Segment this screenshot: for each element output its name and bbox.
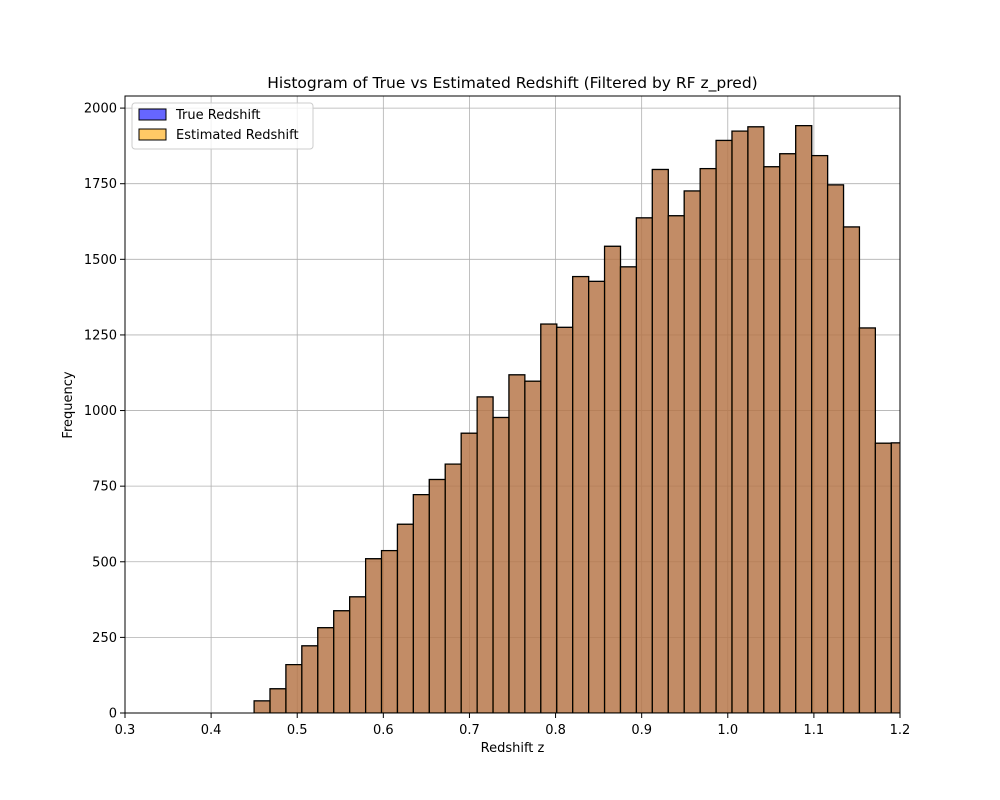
bar-estimated-1 <box>269 688 287 713</box>
y-tick-label-2: 500 <box>92 555 117 570</box>
bar-estimated-17 <box>524 380 542 713</box>
bar-estimated-27 <box>683 190 701 713</box>
bar-estimated-8 <box>380 549 399 713</box>
bar-estimated-0 <box>253 700 271 713</box>
bar-estimated-33 <box>779 153 797 713</box>
x-axis-ticks: 0.3 0.4 0.5 0.6 0.7 0.8 0.9 1.0 1.1 1.2 <box>115 713 911 738</box>
bar-estimated-16 <box>508 374 526 713</box>
x-tick-label-2: 0.5 <box>287 723 308 738</box>
bar-estimated-32 <box>763 166 781 713</box>
bar-estimated-4 <box>317 627 335 713</box>
y-tick-label-6: 1500 <box>84 253 117 268</box>
y-tick-label-0: 0 <box>109 707 117 722</box>
bars <box>253 125 900 713</box>
y-tick-label-7: 1750 <box>84 177 117 192</box>
bar-estimated-13 <box>460 432 478 713</box>
bar-estimated-2 <box>285 664 303 713</box>
bar-estimated-23 <box>619 266 638 713</box>
bar-estimated-34 <box>795 125 813 713</box>
x-tick-label-6: 0.9 <box>631 723 652 738</box>
x-tick-label-5: 0.8 <box>545 723 566 738</box>
plot-frame <box>124 95 901 714</box>
bar-estimated-40 <box>890 442 900 713</box>
bar-estimated-36 <box>826 184 845 713</box>
bar-estimated-30 <box>731 130 749 713</box>
bar-estimated-6 <box>349 596 367 713</box>
bar-estimated-7 <box>364 558 383 713</box>
bar-estimated-31 <box>747 126 765 713</box>
x-tick-label-1: 0.4 <box>201 723 222 738</box>
bar-estimated-18 <box>540 323 558 713</box>
y-tick-label-4: 1000 <box>84 404 117 419</box>
bar-estimated-12 <box>444 463 462 713</box>
bar-estimated-9 <box>396 523 414 713</box>
bar-estimated-3 <box>301 645 319 713</box>
bar-estimated-20 <box>572 275 590 713</box>
bar-estimated-24 <box>635 217 653 713</box>
bar-estimated-14 <box>476 396 494 713</box>
legend: True Redshift Estimated Redshift <box>131 102 314 150</box>
bar-estimated-10 <box>412 494 430 713</box>
x-tick-label-3: 0.6 <box>373 723 394 738</box>
legend-swatch-estimated-redshift <box>138 128 167 141</box>
x-tick-label-9: 1.2 <box>890 723 911 738</box>
x-tick-label-0: 0.3 <box>115 723 136 738</box>
bar-estimated-15 <box>492 416 510 713</box>
x-tick-label-7: 1.0 <box>717 723 738 738</box>
bar-estimated-38 <box>858 327 876 713</box>
bar-estimated-26 <box>667 215 685 713</box>
x-tick-label-8: 1.1 <box>804 723 825 738</box>
y-axis-label: Frequency <box>61 371 76 438</box>
bar-estimated-11 <box>428 478 446 713</box>
y-tick-label-3: 750 <box>92 480 117 495</box>
bar-estimated-25 <box>651 168 669 713</box>
bar-estimated-22 <box>603 245 622 713</box>
bar-estimated-39 <box>874 442 892 713</box>
x-axis-label: Redshift z <box>481 741 545 756</box>
y-tick-label-5: 1250 <box>84 328 117 343</box>
bar-estimated-35 <box>811 154 829 713</box>
bar-estimated-29 <box>715 139 733 713</box>
legend-box <box>131 102 314 150</box>
bar-estimated-5 <box>333 610 351 713</box>
legend-label-true-redshift: True Redshift <box>175 108 261 123</box>
bar-estimated-21 <box>588 280 606 713</box>
y-axis-ticks: 0 250 500 750 1000 1250 1500 1750 2000 <box>84 102 125 722</box>
x-tick-label-4: 0.7 <box>459 723 480 738</box>
legend-label-estimated-redshift: Estimated Redshift <box>176 128 299 143</box>
chart-title: Histogram of True vs Estimated Redshift … <box>267 74 757 93</box>
legend-swatch-true-redshift <box>138 108 167 121</box>
y-tick-label-8: 2000 <box>84 102 117 117</box>
y-tick-label-1: 250 <box>92 631 117 646</box>
bar-estimated-28 <box>699 167 717 713</box>
bar-estimated-19 <box>556 326 574 713</box>
bar-estimated-37 <box>842 226 861 713</box>
